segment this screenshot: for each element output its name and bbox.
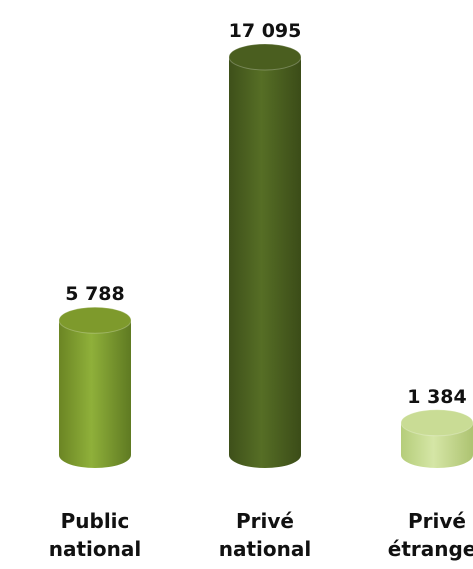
value-label-2: 1 384 <box>407 386 467 408</box>
category-label-1-line-0: Privé <box>236 509 294 533</box>
category-label-2-line-1: étranger <box>388 537 473 561</box>
value-labels-group: 5 788 17 095 1 384 <box>65 20 467 408</box>
bar-cap-2 <box>400 409 473 437</box>
bar-1 <box>228 43 302 468</box>
bars-group <box>58 43 473 468</box>
bar-cap-0 <box>58 306 132 334</box>
bar-body-2 <box>401 422 473 468</box>
category-label-2-line-0: Privé <box>408 509 466 533</box>
value-label-0: 5 788 <box>65 283 125 305</box>
value-label-1: 17 095 <box>229 20 302 42</box>
category-label-1-line-1: national <box>219 537 311 561</box>
bar-cap-1 <box>228 43 302 71</box>
bar-body-0 <box>59 320 131 468</box>
bar-body-1 <box>229 57 301 468</box>
category-label-0-line-0: Public <box>61 509 130 533</box>
bar-0 <box>58 306 132 468</box>
category-label-0-line-1: national <box>49 537 141 561</box>
category-labels-group: Public national Privé national Privé étranger <box>49 509 473 561</box>
bar-2 <box>400 409 473 468</box>
